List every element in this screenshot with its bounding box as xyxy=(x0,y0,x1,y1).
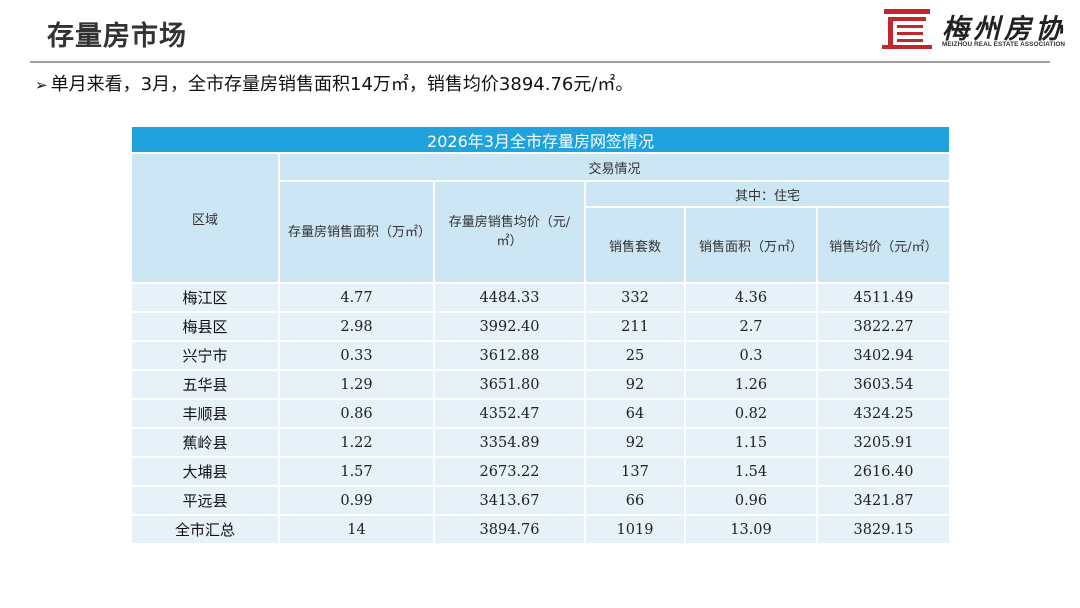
cell-avg-price: 4484.33 xyxy=(433,282,586,313)
cell-res-price: 3402.94 xyxy=(816,340,951,371)
cell-area: 2.98 xyxy=(278,311,435,342)
cell-units: 64 xyxy=(584,398,686,429)
cell-res-price: 4324.25 xyxy=(816,398,951,429)
header-avg-price: 存量房销售均价（元/㎡） xyxy=(433,180,586,284)
cell-res-area: 0.3 xyxy=(684,340,818,371)
table-row: 蕉岭县 1.22 3354.89 92 1.15 3205.91 xyxy=(130,427,951,458)
cell-avg-price: 4352.47 xyxy=(433,398,586,429)
cell-units: 137 xyxy=(584,456,686,487)
cell-units: 1019 xyxy=(584,514,686,545)
cell-avg-price: 3354.89 xyxy=(433,427,586,458)
summary-line: ➢ 单月来看，3月，全市存量房销售面积14万㎡，销售均价3894.76元/㎡。 xyxy=(35,70,633,96)
cell-res-price: 3205.91 xyxy=(816,427,951,458)
cell-region: 五华县 xyxy=(130,369,280,400)
cell-units: 332 xyxy=(584,282,686,313)
table-row: 梅江区 4.77 4484.33 332 4.36 4511.49 xyxy=(130,282,951,313)
cell-res-price: 3421.87 xyxy=(816,485,951,516)
cell-area: 1.22 xyxy=(278,427,435,458)
cell-res-area: 13.09 xyxy=(684,514,818,545)
cell-avg-price: 3992.40 xyxy=(433,311,586,342)
cell-res-price: 3822.27 xyxy=(816,311,951,342)
cell-region: 丰顺县 xyxy=(130,398,280,429)
cell-avg-price: 3612.88 xyxy=(433,340,586,371)
cell-units: 25 xyxy=(584,340,686,371)
cell-area: 0.86 xyxy=(278,398,435,429)
cell-res-area: 1.54 xyxy=(684,456,818,487)
header-res-area: 销售面积（万㎡） xyxy=(684,206,818,284)
cell-area: 0.33 xyxy=(278,340,435,371)
transaction-table: 2026年3月全市存量房网签情况 区域 交易情况 存量房销售面积（万㎡） 存量房… xyxy=(130,125,951,545)
table-title: 2026年3月全市存量房网签情况 xyxy=(130,125,951,154)
cell-avg-price: 2673.22 xyxy=(433,456,586,487)
bullet-arrow-icon: ➢ xyxy=(35,76,48,94)
table-row: 兴宁市 0.33 3612.88 25 0.3 3402.94 xyxy=(130,340,951,371)
cell-units: 92 xyxy=(584,369,686,400)
cell-res-price: 3603.54 xyxy=(816,369,951,400)
cell-avg-price: 3651.80 xyxy=(433,369,586,400)
transaction-table-container: 2026年3月全市存量房网签情况 区域 交易情况 存量房销售面积（万㎡） 存量房… xyxy=(130,125,951,545)
cell-avg-price: 3894.76 xyxy=(433,514,586,545)
cell-res-area: 2.7 xyxy=(684,311,818,342)
table-row: 丰顺县 0.86 4352.47 64 0.82 4324.25 xyxy=(130,398,951,429)
cell-area: 4.77 xyxy=(278,282,435,313)
cell-region: 梅县区 xyxy=(130,311,280,342)
cell-res-area: 4.36 xyxy=(684,282,818,313)
cell-res-price: 3829.15 xyxy=(816,514,951,545)
header-region: 区域 xyxy=(130,152,280,284)
cell-units: 66 xyxy=(584,485,686,516)
cell-res-area: 1.26 xyxy=(684,369,818,400)
logo: 梅州房协 MEIZHOU REAL ESTATE ASSOCIATION xyxy=(880,6,1076,54)
cell-area: 1.57 xyxy=(278,456,435,487)
cell-region: 梅江区 xyxy=(130,282,280,313)
cell-area: 1.29 xyxy=(278,369,435,400)
cell-res-price: 4511.49 xyxy=(816,282,951,313)
cell-res-area: 1.15 xyxy=(684,427,818,458)
page-title: 存量房市场 xyxy=(47,21,187,52)
cell-res-area: 0.82 xyxy=(684,398,818,429)
header-res-price: 销售均价（元/㎡） xyxy=(816,206,951,284)
header-area: 存量房销售面积（万㎡） xyxy=(278,180,435,284)
cell-units: 92 xyxy=(584,427,686,458)
cell-avg-price: 3413.67 xyxy=(433,485,586,516)
association-emblem-icon xyxy=(882,9,932,49)
logo-subtitle: MEIZHOU REAL ESTATE ASSOCIATION xyxy=(942,41,1066,48)
header-divider xyxy=(30,61,1050,63)
cell-region: 兴宁市 xyxy=(130,340,280,371)
summary-text: 单月来看，3月，全市存量房销售面积14万㎡，销售均价3894.76元/㎡。 xyxy=(50,74,634,95)
table-row: 大埔县 1.57 2673.22 137 1.54 2616.40 xyxy=(130,456,951,487)
table-row: 平远县 0.99 3413.67 66 0.96 3421.87 xyxy=(130,485,951,516)
header-units: 销售套数 xyxy=(584,206,686,284)
cell-region: 全市汇总 xyxy=(130,514,280,545)
cell-res-price: 2616.40 xyxy=(816,456,951,487)
cell-region: 大埔县 xyxy=(130,456,280,487)
table-row: 五华县 1.29 3651.80 92 1.26 3603.54 xyxy=(130,369,951,400)
cell-region: 平远县 xyxy=(130,485,280,516)
cell-region: 蕉岭县 xyxy=(130,427,280,458)
table-row: 梅县区 2.98 3992.40 211 2.7 3822.27 xyxy=(130,311,951,342)
logo-name: 梅州房协 xyxy=(942,14,1066,45)
header-residential: 其中：住宅 xyxy=(584,180,951,208)
cell-area: 14 xyxy=(278,514,435,545)
table-row-total: 全市汇总 14 3894.76 1019 13.09 3829.15 xyxy=(130,514,951,545)
cell-res-area: 0.96 xyxy=(684,485,818,516)
header-transaction: 交易情况 xyxy=(278,152,951,182)
cell-units: 211 xyxy=(584,311,686,342)
cell-area: 0.99 xyxy=(278,485,435,516)
